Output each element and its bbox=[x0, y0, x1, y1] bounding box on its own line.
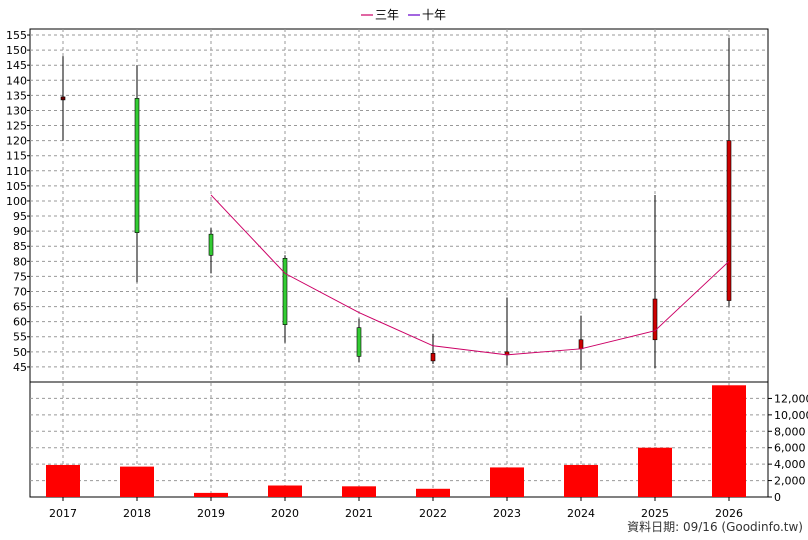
year-tick-label: 2025 bbox=[641, 507, 669, 520]
year-tick-label: 2026 bbox=[715, 507, 743, 520]
price-tick-label: 45 bbox=[13, 361, 27, 374]
grid bbox=[30, 29, 768, 497]
legend: 三年 十年 bbox=[361, 8, 446, 22]
year-tick-label: 2020 bbox=[271, 507, 299, 520]
volume-bar bbox=[638, 447, 672, 497]
volume-bar bbox=[564, 464, 598, 497]
volume-bar bbox=[416, 488, 450, 497]
volume-tick-label: 0 bbox=[774, 491, 781, 504]
volume-bars bbox=[46, 385, 746, 497]
price-tick-label: 85 bbox=[13, 240, 27, 253]
price-tick-label: 110 bbox=[6, 165, 27, 178]
price-tick-label: 135 bbox=[6, 89, 27, 102]
candle-body bbox=[726, 140, 732, 301]
candle-body bbox=[60, 96, 66, 101]
volume-tick-label: 10,000 bbox=[774, 409, 808, 422]
volume-bar bbox=[194, 492, 228, 497]
price-tick-label: 100 bbox=[6, 195, 27, 208]
candle-body bbox=[578, 339, 584, 350]
volume-tick-label: 6,000 bbox=[774, 442, 806, 455]
candle-body bbox=[134, 98, 140, 233]
price-tick-label: 120 bbox=[6, 135, 27, 148]
price-tick-label: 50 bbox=[13, 346, 27, 359]
price-tick-label: 75 bbox=[13, 270, 27, 283]
price-tick-label: 145 bbox=[6, 59, 27, 72]
three-year-line-layer bbox=[210, 194, 730, 356]
candle-body bbox=[356, 327, 362, 357]
price-tick-label: 70 bbox=[13, 285, 27, 298]
volume-tick-label: 8,000 bbox=[774, 425, 806, 438]
price-tick-label: 150 bbox=[6, 44, 27, 57]
price-tick-label: 105 bbox=[6, 180, 27, 193]
data-date-footer: 資料日期: 09/16 (Goodinfo.tw) bbox=[627, 520, 803, 534]
price-tick-label: 140 bbox=[6, 74, 27, 87]
candle-body bbox=[652, 298, 658, 341]
price-tick-label: 130 bbox=[6, 104, 27, 117]
legend-label-ten-year: 十年 bbox=[422, 8, 446, 22]
candle-body bbox=[282, 257, 288, 325]
price-tick-label: 55 bbox=[13, 331, 27, 344]
year-tick-label: 2018 bbox=[123, 507, 151, 520]
volume-bar bbox=[120, 466, 154, 497]
price-tick-label: 80 bbox=[13, 255, 27, 268]
price-tick-label: 125 bbox=[6, 120, 27, 133]
price-tick-label: 95 bbox=[13, 210, 27, 223]
volume-bar bbox=[490, 467, 524, 497]
legend-label-three-year: 三年 bbox=[375, 8, 399, 22]
volume-bar bbox=[712, 385, 746, 497]
candles bbox=[60, 38, 732, 370]
price-tick-label: 90 bbox=[13, 225, 27, 238]
year-tick-label: 2021 bbox=[345, 507, 373, 520]
axes: 45 50 55 60 65 70 75 80 85 90 95 100 105 110 115 120 125… bbox=[6, 29, 808, 520]
price-tick-label: 155 bbox=[6, 29, 27, 42]
price-tick-label: 60 bbox=[13, 316, 27, 329]
year-tick-label: 2017 bbox=[49, 507, 77, 520]
volume-panel-frame bbox=[29, 381, 769, 498]
year-tick-label: 2022 bbox=[419, 507, 447, 520]
volume-tick-label: 4,000 bbox=[774, 458, 806, 471]
year-tick-label: 2023 bbox=[493, 507, 521, 520]
candle-body bbox=[430, 353, 436, 362]
price-tick-label: 65 bbox=[13, 301, 27, 314]
year-tick-label: 2019 bbox=[197, 507, 225, 520]
volume-bar bbox=[342, 486, 376, 497]
candle-body bbox=[208, 233, 214, 256]
price-tick-label: 115 bbox=[6, 150, 27, 163]
volume-bar bbox=[268, 485, 302, 497]
three-year-line bbox=[210, 194, 730, 356]
year-tick-label: 2024 bbox=[567, 507, 595, 520]
volume-tick-label: 12,000 bbox=[774, 392, 808, 405]
volume-bar bbox=[46, 464, 80, 497]
volume-tick-label: 2,000 bbox=[774, 475, 806, 488]
